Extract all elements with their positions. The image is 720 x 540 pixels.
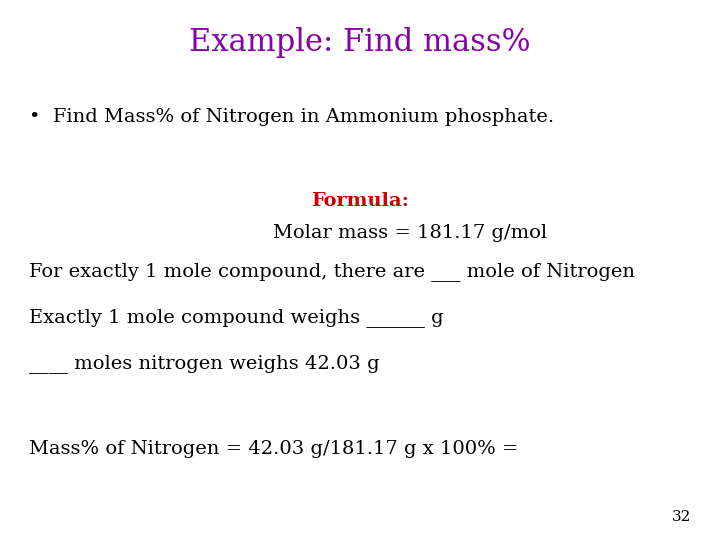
Text: Molar mass = 181.17 g/mol: Molar mass = 181.17 g/mol — [274, 224, 547, 242]
Text: Formula:: Formula: — [311, 192, 409, 210]
Text: For exactly 1 mole compound, there are ___ mole of Nitrogen: For exactly 1 mole compound, there are _… — [29, 262, 635, 281]
Text: Exactly 1 mole compound weighs ______ g: Exactly 1 mole compound weighs ______ g — [29, 308, 444, 327]
Text: Mass% of Nitrogen = 42.03 g/181.17 g x 100% =: Mass% of Nitrogen = 42.03 g/181.17 g x 1… — [29, 440, 518, 458]
Text: •  Find Mass% of Nitrogen in Ammonium phosphate.: • Find Mass% of Nitrogen in Ammonium pho… — [29, 108, 554, 126]
Text: ____ moles nitrogen weighs 42.03 g: ____ moles nitrogen weighs 42.03 g — [29, 354, 379, 373]
Text: Example: Find mass%: Example: Find mass% — [189, 27, 531, 58]
Text: 32: 32 — [672, 510, 691, 524]
